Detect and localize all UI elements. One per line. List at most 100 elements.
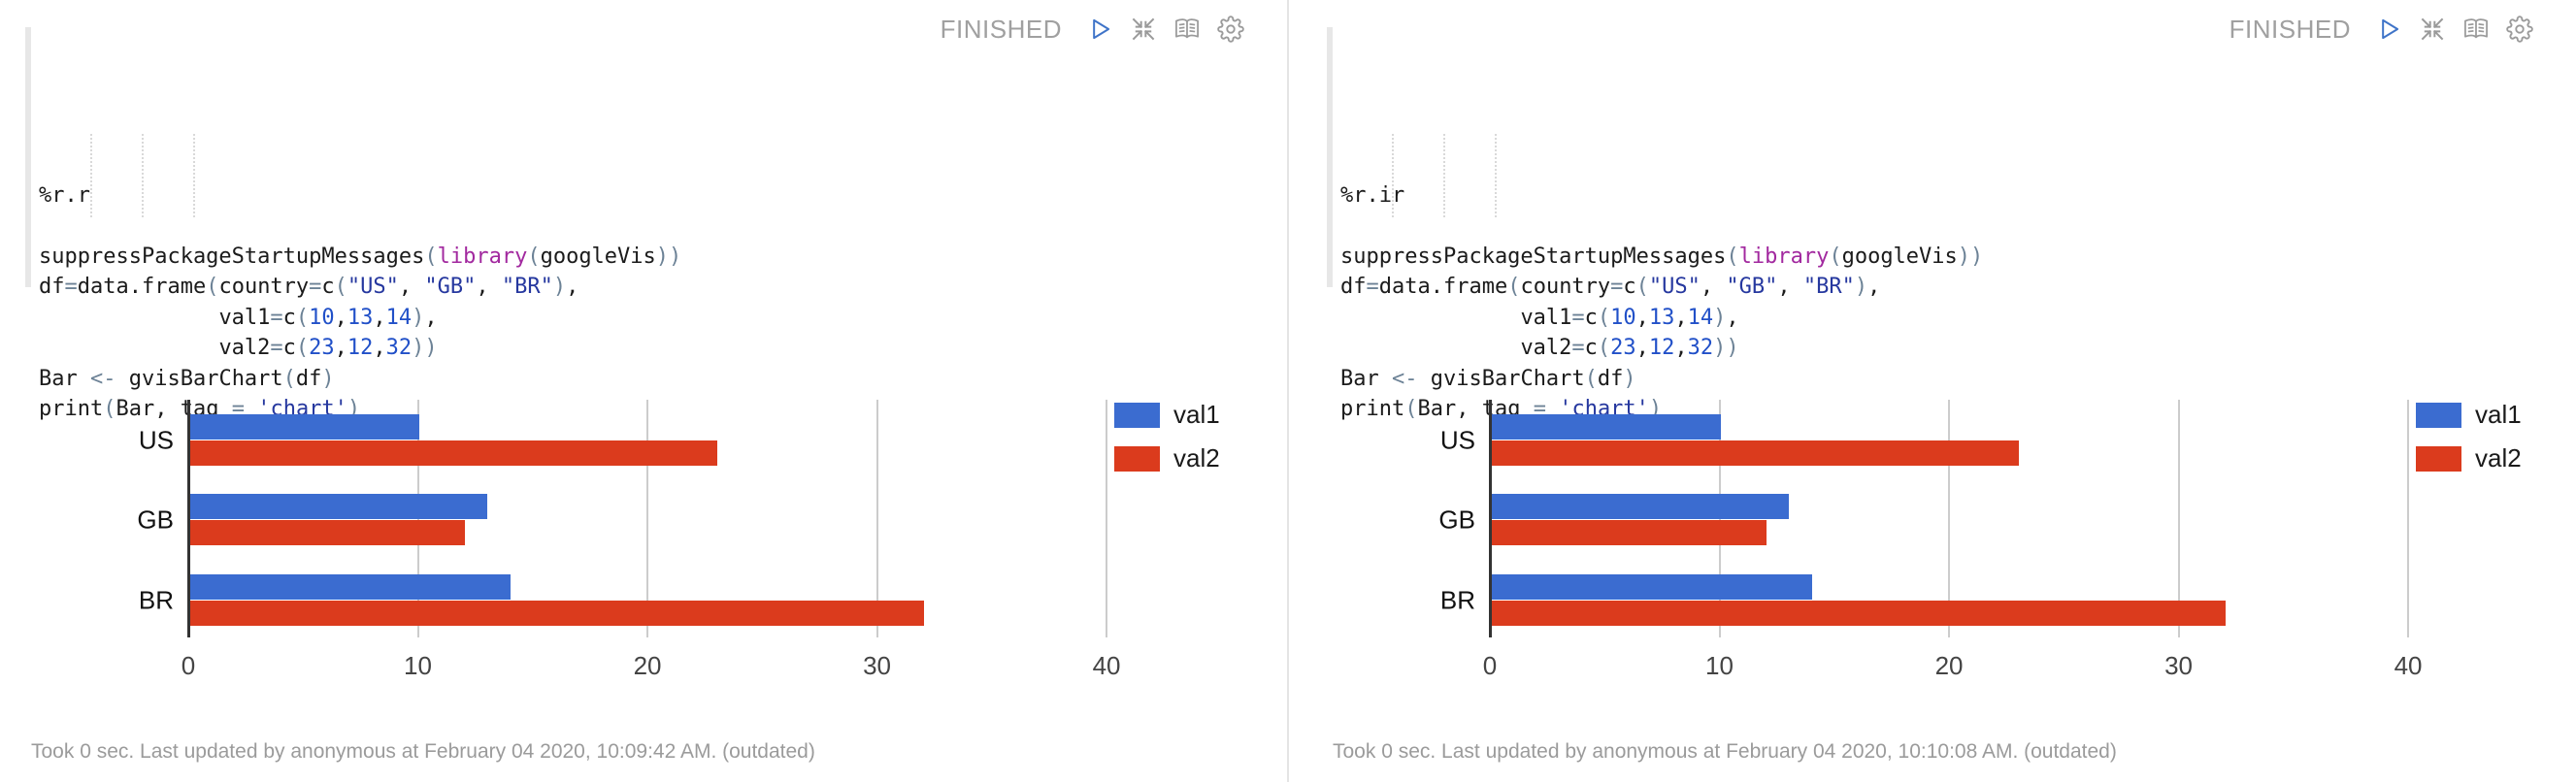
- code-block[interactable]: %r.ir suppressPackageStartupMessages(lib…: [1340, 17, 2537, 425]
- code-line: df=data.frame(country=c("US", "GB", "BR"…: [39, 275, 579, 299]
- legend-swatch: [2416, 402, 2461, 428]
- bar-val2-BR[interactable]: [189, 601, 924, 626]
- bar-chart[interactable]: 0 10 20 30 40 US GB BR val1 val2: [0, 359, 1288, 718]
- category-label: GB: [1438, 505, 1475, 535]
- y-axis-line: [1489, 400, 1492, 637]
- book-icon[interactable]: [2462, 16, 2490, 43]
- x-tick-label: 0: [1482, 651, 1498, 680]
- code-line: Bar <- gvisBarChart(df): [1340, 366, 1636, 391]
- gridline: [1948, 400, 1951, 637]
- code-line: val2=c(23,12,32)): [218, 336, 438, 360]
- chart-legend: val1 val2: [2416, 400, 2522, 487]
- code-line: val1=c(10,13,14),: [218, 305, 438, 330]
- code-line: Bar <- gvisBarChart(df): [39, 366, 335, 391]
- bar-val2-BR[interactable]: [1491, 601, 2226, 626]
- x-tick-label: 0: [181, 651, 196, 680]
- gridline: [1106, 400, 1108, 637]
- bar-val1-US[interactable]: [1491, 414, 1721, 440]
- indent-guide: [141, 134, 144, 217]
- plot-area: 0 10 20 30 40 US GB BR: [1438, 400, 2423, 680]
- code-line: suppressPackageStartupMessages(library(g…: [1340, 244, 1984, 269]
- gear-icon[interactable]: [2506, 16, 2533, 43]
- play-icon[interactable]: [1086, 16, 1113, 43]
- category-label: US: [138, 425, 174, 455]
- book-icon[interactable]: [1173, 16, 1201, 43]
- bar-val2-GB[interactable]: [1491, 520, 1767, 545]
- paragraph-right: FINISHED: [1287, 0, 2576, 782]
- code-line: %r.ir: [1340, 182, 1405, 208]
- legend-swatch: [1114, 445, 1160, 472]
- gridline: [875, 400, 878, 637]
- bar-val1-GB[interactable]: [189, 494, 488, 519]
- paragraph-controls: FINISHED: [941, 14, 1244, 45]
- bar-val1-GB[interactable]: [1491, 494, 1790, 519]
- legend-label: val2: [1173, 443, 1220, 472]
- play-icon[interactable]: [2375, 16, 2402, 43]
- code-line: val2=c(23,12,32)): [1520, 336, 1739, 360]
- legend-item: val1: [1114, 400, 1220, 430]
- x-tick-label: 40: [1092, 651, 1121, 680]
- gridline: [646, 400, 649, 637]
- x-tick-label: 10: [1705, 651, 1734, 680]
- bar-val1-BR[interactable]: [189, 574, 512, 600]
- legend-swatch: [2416, 445, 2461, 472]
- code-line: [39, 211, 1248, 242]
- indent-guide: [192, 134, 195, 217]
- bar-val2-US[interactable]: [1491, 440, 2019, 466]
- legend-item: val1: [2416, 400, 2522, 430]
- code-editor[interactable]: %r.r suppressPackageStartupMessages(libr…: [25, 17, 1248, 425]
- paragraph-left-inner: FINISHED: [0, 0, 1287, 782]
- category-label: BR: [138, 585, 174, 615]
- status-badge: FINISHED: [940, 14, 1062, 44]
- x-tick-label: 20: [633, 651, 662, 680]
- indent-guide: [1391, 134, 1394, 217]
- code-line: print(Bar, tag = 'chart'): [1340, 397, 1663, 421]
- x-tick-label: 30: [863, 651, 892, 680]
- legend-label: val1: [2475, 400, 2522, 429]
- x-tick-label: 40: [2394, 651, 2423, 680]
- gridline: [2407, 400, 2410, 637]
- gridline: [2177, 400, 2180, 637]
- indent-guide: [1442, 134, 1445, 217]
- paragraph-status-text: Took 0 sec. Last updated by anonymous at…: [1333, 740, 2117, 763]
- bar-chart[interactable]: 0 10 20 30 40 US GB BR val1 val2: [1302, 359, 2576, 718]
- code-line: %r.r: [39, 182, 90, 208]
- paragraph-left: FINISHED: [0, 0, 1287, 782]
- editor-gutter: [25, 27, 31, 287]
- x-tick-label: 10: [404, 651, 432, 680]
- gear-icon[interactable]: [1217, 16, 1244, 43]
- paragraph-right-inner: FINISHED: [1302, 0, 2576, 782]
- bar-val2-GB[interactable]: [189, 520, 465, 545]
- code-line: [1340, 211, 2537, 242]
- code-line: val1=c(10,13,14),: [1520, 305, 1739, 330]
- paragraph-controls: FINISHED: [2229, 14, 2533, 45]
- paragraph-status-text: Took 0 sec. Last updated by anonymous at…: [31, 740, 815, 763]
- shrink-icon[interactable]: [1130, 16, 1157, 43]
- indent-guide: [89, 134, 92, 217]
- category-label: GB: [137, 505, 174, 535]
- bar-val2-US[interactable]: [189, 440, 717, 466]
- code-editor[interactable]: %r.ir suppressPackageStartupMessages(lib…: [1327, 17, 2537, 425]
- legend-swatch: [1114, 402, 1160, 428]
- legend-label: val2: [2475, 443, 2522, 472]
- code-block[interactable]: %r.r suppressPackageStartupMessages(libr…: [39, 17, 1248, 425]
- x-tick-label: 30: [2164, 651, 2194, 680]
- x-tick-label: 20: [1934, 651, 1964, 680]
- code-line: df=data.frame(country=c("US", "GB", "BR"…: [1340, 275, 1881, 299]
- indent-guide: [1494, 134, 1497, 217]
- category-label: US: [1439, 425, 1475, 455]
- code-line: suppressPackageStartupMessages(library(g…: [39, 244, 682, 269]
- bar-val1-US[interactable]: [189, 414, 419, 440]
- plot-area: 0 10 20 30 40 US GB BR: [137, 400, 1121, 680]
- shrink-icon[interactable]: [2419, 16, 2446, 43]
- bar-val1-BR[interactable]: [1491, 574, 1813, 600]
- status-badge: FINISHED: [2229, 14, 2351, 44]
- editor-gutter: [1327, 27, 1333, 287]
- legend-label: val1: [1173, 400, 1220, 429]
- legend-item: val2: [2416, 443, 2522, 473]
- category-label: BR: [1439, 585, 1475, 615]
- chart-legend: val1 val2: [1114, 400, 1220, 487]
- legend-item: val2: [1114, 443, 1220, 473]
- y-axis-line: [187, 400, 190, 637]
